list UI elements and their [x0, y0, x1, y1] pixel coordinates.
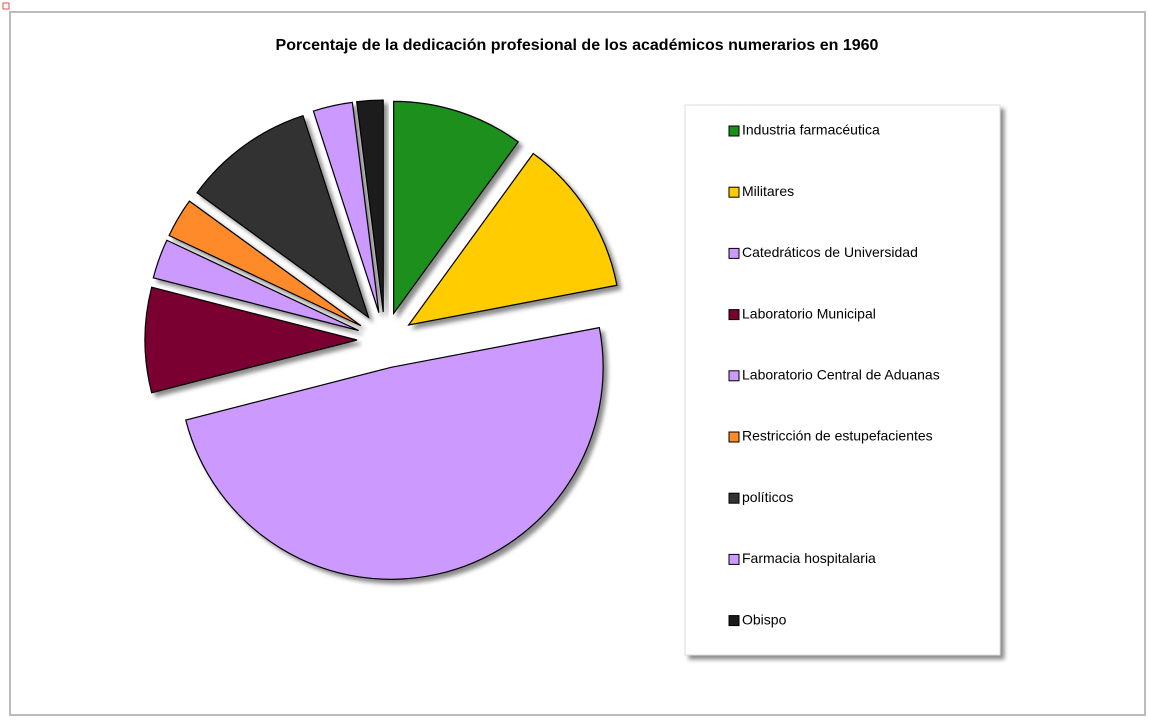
legend-swatch: [728, 431, 740, 443]
legend-label: Laboratorio Municipal: [742, 305, 876, 321]
chart-title: Porcentaje de la dedicación profesional …: [276, 37, 879, 54]
legend-swatch: [728, 553, 740, 565]
legend-label: políticos: [742, 489, 793, 505]
legend-swatch: [728, 247, 740, 259]
pie-slice: [407, 152, 618, 326]
pie-slice: [168, 200, 362, 327]
legend-label: Industria farmacéutica: [742, 122, 880, 138]
pie-slice: [196, 114, 370, 319]
pie-slice: [185, 326, 604, 580]
legend-label: Militares: [742, 183, 794, 199]
legend-label: Catedráticos de Universidad: [742, 244, 918, 260]
legend-label: Farmacia hospitalaria: [742, 550, 876, 566]
legend-swatch: [728, 615, 740, 627]
legend-label: Restricción de estupefacientes: [742, 428, 933, 444]
legend-label: Laboratorio Central de Aduanas: [742, 367, 940, 383]
pie-slice: [393, 100, 520, 316]
legend-swatch: [728, 309, 740, 321]
legend-swatch: [728, 125, 740, 137]
pie-slice: [152, 239, 359, 332]
legend-label: Obispo: [742, 611, 787, 627]
legend-swatch: [728, 370, 740, 382]
handle: [2, 2, 10, 10]
legend-swatch: [728, 186, 740, 198]
pie-slice: [144, 286, 358, 394]
pie-slice: [356, 99, 384, 313]
legend-swatch: [728, 492, 740, 504]
pie-slice: [312, 101, 380, 313]
